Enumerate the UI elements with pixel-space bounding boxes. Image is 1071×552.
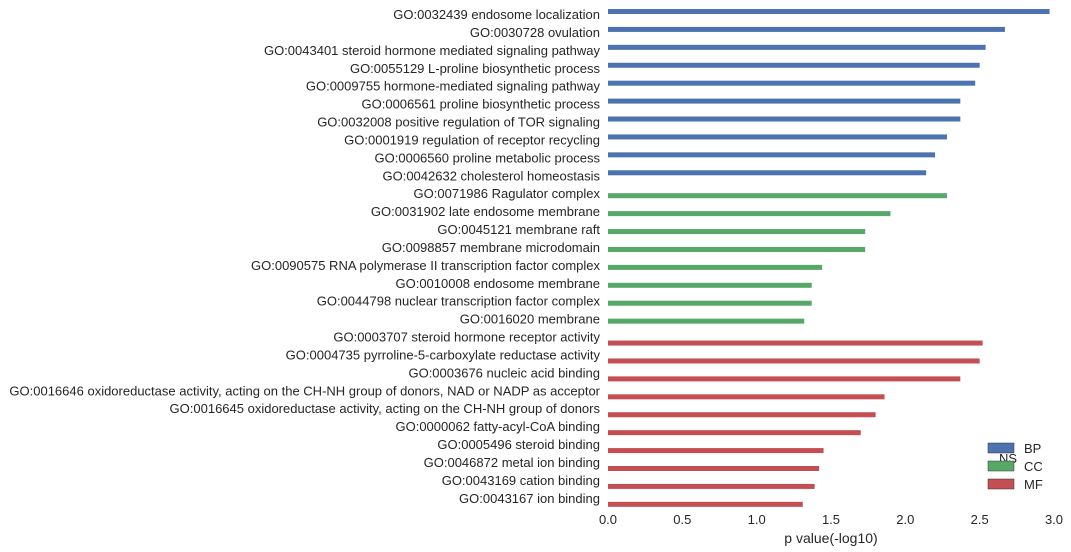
legend-label-mf: MF bbox=[1024, 477, 1043, 492]
bar-8 bbox=[608, 134, 947, 140]
x-tick-label-1: 0.0 bbox=[599, 512, 617, 527]
category-label-9: GO:0006560 proline metabolic process bbox=[375, 150, 601, 165]
category-label-5: GO:0009755 hormone-mediated signaling pa… bbox=[306, 79, 601, 94]
bar-5 bbox=[608, 80, 976, 86]
bar-19 bbox=[608, 340, 983, 346]
category-label-21: GO:0003676 nucleic acid binding bbox=[408, 365, 600, 380]
bar-14 bbox=[608, 246, 866, 252]
x-tick-label-7: 3.0 bbox=[1045, 512, 1063, 527]
category-label-11: GO:0071986 Ragulator complex bbox=[414, 186, 601, 201]
category-label-17: GO:0044798 nuclear transcription factor … bbox=[317, 294, 601, 309]
bar-1 bbox=[608, 9, 1050, 14]
x-tick-label-4: 1.5 bbox=[822, 512, 840, 527]
bar-13 bbox=[608, 229, 866, 235]
x-tick-labels-group: 0.0 0.5 1.0 1.5 2.0 2.5 3.0 bbox=[599, 512, 1063, 527]
category-label-27: GO:0043169 cation binding bbox=[442, 473, 600, 488]
category-label-28: GO:0043167 ion binding bbox=[459, 491, 600, 506]
bar-27 bbox=[608, 483, 815, 489]
bar-25 bbox=[608, 448, 824, 454]
category-label-14: GO:0098857 membrane microdomain bbox=[382, 240, 600, 255]
x-tick-label-6: 2.5 bbox=[971, 512, 989, 527]
category-label-19: GO:0003707 steroid hormone receptor acti… bbox=[333, 330, 600, 345]
x-tick-label-5: 2.0 bbox=[896, 512, 914, 527]
bars-group bbox=[608, 9, 1050, 507]
bar-28 bbox=[608, 501, 803, 507]
bar-10 bbox=[608, 170, 927, 176]
bar-9 bbox=[608, 152, 936, 158]
bar-26 bbox=[608, 466, 820, 471]
bar-15 bbox=[608, 264, 823, 270]
bar-11 bbox=[608, 193, 947, 199]
category-label-26: GO:0046872 metal ion binding bbox=[424, 455, 600, 470]
legend-label-bp: BP bbox=[1024, 441, 1041, 456]
bar-21 bbox=[608, 376, 961, 382]
category-label-6: GO:0006561 proline biosynthetic process bbox=[362, 97, 601, 112]
category-label-1: GO:0032439 endosome localization bbox=[393, 7, 600, 22]
category-label-2: GO:0030728 ovulation bbox=[470, 25, 600, 40]
bar-2 bbox=[608, 26, 1005, 32]
bar-12 bbox=[608, 211, 891, 217]
bar-7 bbox=[608, 116, 961, 122]
x-axis-label: p value(-log10) bbox=[784, 530, 877, 546]
bar-23 bbox=[608, 412, 876, 418]
bar-24 bbox=[608, 430, 861, 436]
legend-swatch-cc bbox=[987, 460, 1015, 472]
bar-16 bbox=[608, 282, 812, 288]
bar-4 bbox=[608, 62, 980, 68]
category-label-7: GO:0032008 positive regulation of TOR si… bbox=[317, 115, 600, 130]
bar-18 bbox=[608, 318, 805, 324]
category-label-10: GO:0042632 cholesterol homeostasis bbox=[382, 168, 600, 183]
bar-6 bbox=[608, 98, 961, 104]
category-label-8: GO:0001919 regulation of receptor recycl… bbox=[344, 132, 600, 147]
category-label-22: GO:0016646 oxidoreductase activity, acti… bbox=[9, 383, 600, 398]
category-label-25: GO:0005496 steroid binding bbox=[437, 437, 600, 452]
category-label-20: GO:0004735 pyrroline-5-carboxylate reduc… bbox=[286, 347, 601, 362]
bar-20 bbox=[608, 358, 980, 364]
category-label-18: GO:0016020 membrane bbox=[460, 312, 600, 327]
x-tick-label-2: 0.5 bbox=[673, 512, 691, 527]
category-labels-group: GO:0032439 endosome localization GO:00307… bbox=[9, 7, 600, 506]
category-label-13: GO:0045121 membrane raft bbox=[437, 222, 600, 237]
category-label-23: GO:0016645 oxidoreductase activity, acti… bbox=[170, 401, 601, 416]
legend-swatch-mf bbox=[987, 478, 1015, 490]
x-tick-label-3: 1.0 bbox=[748, 512, 766, 527]
bar-22 bbox=[608, 394, 885, 400]
category-label-15: GO:0090575 RNA polymerase II transcripti… bbox=[251, 258, 600, 273]
legend-swatch-bp bbox=[987, 442, 1015, 454]
legend-label-cc: CC bbox=[1024, 459, 1043, 474]
category-label-24: GO:0000062 fatty-acyl-CoA binding bbox=[395, 419, 600, 434]
category-label-3: GO:0043401 steroid hormone mediated sign… bbox=[264, 43, 601, 58]
category-label-16: GO:0010008 endosome membrane bbox=[395, 276, 600, 291]
category-label-12: GO:0031902 late endosome membrane bbox=[371, 204, 600, 219]
bar-17 bbox=[608, 300, 812, 306]
legend-entries-group: BP CC MF bbox=[987, 441, 1043, 492]
category-label-4: GO:0055129 L-proline biosynthetic proces… bbox=[350, 61, 601, 76]
bar-3 bbox=[608, 44, 986, 50]
